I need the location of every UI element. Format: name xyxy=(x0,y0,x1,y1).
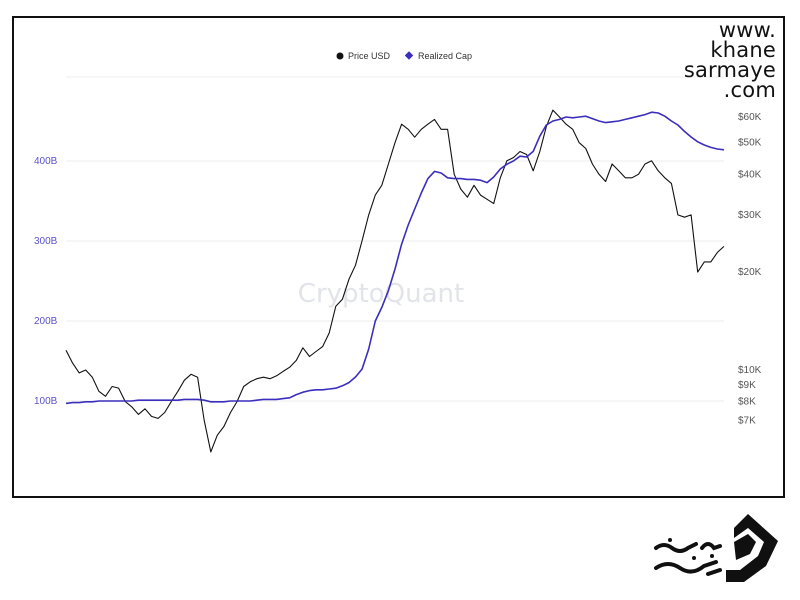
logo-script-bottom xyxy=(654,560,722,576)
series-line-realized-cap xyxy=(65,111,725,405)
logo-emblem-shape xyxy=(726,514,778,582)
legend[interactable]: Price USD Realized Cap xyxy=(336,51,473,61)
right-tick-label: $8K xyxy=(738,397,756,408)
right-tick-label: $60K xyxy=(738,112,762,123)
site-url: www. khane sarmaye .com xyxy=(683,18,776,102)
right-tick-label: $50K xyxy=(738,138,762,149)
site-url-line: sarmaye xyxy=(683,58,776,82)
logo-script-top xyxy=(654,542,722,553)
right-tick-label: $30K xyxy=(738,210,762,221)
logo-dot xyxy=(692,556,696,560)
logo-emblem-inner xyxy=(734,534,756,560)
legend-realized-cap-marker-icon xyxy=(404,51,414,60)
right-axis: $7K $8K $9K $10K $20K $30K $40K $50K $60K xyxy=(738,112,762,426)
khane-sarmaye-logo-icon xyxy=(654,514,778,582)
logo-dot xyxy=(668,538,672,542)
legend-item-price-usd[interactable]: Price USD xyxy=(348,51,391,61)
series-layer xyxy=(65,109,725,453)
right-tick-label: $40K xyxy=(738,169,762,180)
right-tick-label: $9K xyxy=(738,380,756,391)
left-tick-label: 400B xyxy=(34,156,58,167)
left-tick-label: 300B xyxy=(34,236,58,247)
site-url-line: khane xyxy=(710,38,776,62)
left-axis: 100B 200B 300B 400B xyxy=(34,156,58,407)
chart-frame: CryptoQuant 100B 200B 300B 400B $7K $8K $9K $1… xyxy=(12,16,785,498)
legend-price-marker-icon xyxy=(336,52,344,60)
left-tick-label: 100B xyxy=(34,396,58,407)
legend-item-realized-cap[interactable]: Realized Cap xyxy=(418,51,472,61)
chart-svg: CryptoQuant 100B 200B 300B 400B $7K $8K $9K $1… xyxy=(34,51,762,453)
series-line-price-usd xyxy=(65,109,725,453)
site-url-line: www. xyxy=(718,18,776,42)
watermark-text: CryptoQuant xyxy=(298,279,464,309)
right-tick-label: $10K xyxy=(738,365,762,376)
site-url-line: .com xyxy=(723,78,776,102)
left-tick-label: 200B xyxy=(34,316,58,327)
right-tick-label: $7K xyxy=(738,415,756,426)
right-tick-label: $20K xyxy=(738,267,762,278)
logo-dot xyxy=(710,554,714,558)
grid-lines xyxy=(66,76,724,402)
